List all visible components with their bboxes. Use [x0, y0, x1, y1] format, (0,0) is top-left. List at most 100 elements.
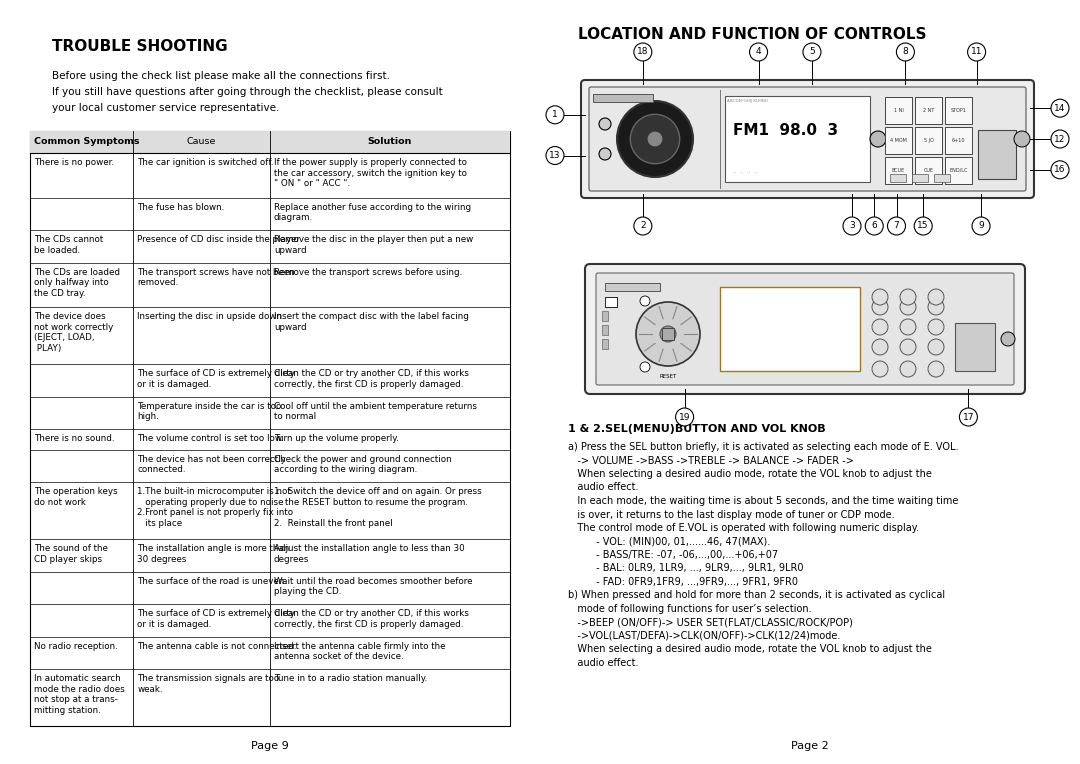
Text: 6+10: 6+10: [951, 138, 966, 143]
Text: Before using the check list please make all the connections first.: Before using the check list please make …: [52, 71, 390, 81]
Text: 1: 1: [552, 110, 558, 119]
Circle shape: [1051, 160, 1069, 179]
Circle shape: [872, 299, 888, 315]
Text: Clean the CD or try another CD, if this works: Clean the CD or try another CD, if this …: [274, 369, 469, 378]
Text: The car ignition is switched off.: The car ignition is switched off.: [137, 158, 273, 167]
Circle shape: [660, 326, 676, 342]
Text: 2: 2: [640, 222, 646, 231]
Bar: [602, 339, 608, 349]
Text: mitting station.: mitting station.: [33, 706, 100, 714]
Text: audio effect.: audio effect.: [568, 483, 638, 493]
Bar: [662, 328, 674, 340]
Circle shape: [872, 339, 888, 355]
Text: Cause: Cause: [187, 138, 216, 147]
Text: to normal: to normal: [274, 412, 316, 421]
Text: PLAY): PLAY): [33, 344, 62, 353]
Circle shape: [896, 43, 915, 61]
Text: - BAL: 0LR9, 1LR9, ..., 9LR9,..., 9LR1, 9LR0: - BAL: 0LR9, 1LR9, ..., 9LR9,..., 9LR1, …: [568, 564, 804, 574]
Bar: [720, 287, 860, 371]
Text: 8: 8: [903, 47, 908, 57]
Bar: [605, 297, 617, 307]
Bar: [915, 97, 942, 124]
Text: No radio reception.: No radio reception.: [33, 642, 118, 651]
Bar: [885, 127, 912, 154]
Text: The device has not been correctly: The device has not been correctly: [137, 455, 286, 464]
Circle shape: [968, 43, 986, 61]
Text: 7: 7: [893, 222, 900, 231]
Text: BCUE: BCUE: [892, 168, 905, 173]
Text: 17: 17: [962, 413, 974, 422]
Text: The sound of the: The sound of the: [33, 544, 108, 553]
Text: removed.: removed.: [137, 278, 178, 287]
Text: not stop at a trans-: not stop at a trans-: [33, 695, 118, 704]
Text: 11: 11: [971, 47, 983, 57]
Bar: [602, 311, 608, 321]
Bar: [885, 97, 912, 124]
Text: 5: 5: [809, 47, 814, 57]
Text: When selecting a desired audio mode, rotate the VOL knob to adjust the: When selecting a desired audio mode, rot…: [568, 469, 932, 479]
Text: In automatic search: In automatic search: [33, 674, 121, 683]
Text: correctly, the first CD is properly damaged.: correctly, the first CD is properly dama…: [274, 620, 463, 629]
FancyBboxPatch shape: [581, 80, 1034, 198]
Text: Cool off until the ambient temperature returns: Cool off until the ambient temperature r…: [274, 402, 477, 410]
Text: Page 9: Page 9: [252, 741, 288, 751]
Text: Remove the disc in the player then put a new: Remove the disc in the player then put a…: [274, 235, 473, 244]
Text: The surface of CD is extremely dirty: The surface of CD is extremely dirty: [137, 369, 295, 378]
Text: - BASS/TRE: -07, -06,...,00,...+06,+07: - BASS/TRE: -07, -06,...,00,...+06,+07: [568, 550, 778, 560]
Circle shape: [888, 217, 905, 235]
Text: 2.Front panel is not properly fix into: 2.Front panel is not properly fix into: [137, 508, 294, 517]
Text: 19: 19: [679, 413, 690, 422]
Text: LOCATION AND FUNCTION OF CONTROLS: LOCATION AND FUNCTION OF CONTROLS: [578, 27, 927, 42]
Text: is over, it returns to the last display mode of tuner or CDP mode.: is over, it returns to the last display …: [568, 510, 894, 520]
Text: TROUBLE SHOOTING: TROUBLE SHOOTING: [52, 39, 228, 54]
Circle shape: [914, 217, 932, 235]
Circle shape: [872, 289, 888, 305]
Circle shape: [843, 217, 861, 235]
Text: The control mode of E.VOL is operated with following numeric display.: The control mode of E.VOL is operated wi…: [568, 523, 919, 533]
Circle shape: [636, 302, 700, 366]
Text: or it is damaged.: or it is damaged.: [137, 620, 212, 629]
Circle shape: [546, 105, 564, 124]
Text: When selecting a desired audio mode, rotate the VOL knob to adjust the: When selecting a desired audio mode, rot…: [568, 645, 932, 655]
Text: 1.  Switch the device off and on again. Or press: 1. Switch the device off and on again. O…: [274, 487, 482, 497]
Text: Inserting the disc in upside down: Inserting the disc in upside down: [137, 312, 282, 322]
Text: Insert the compact disc with the label facing: Insert the compact disc with the label f…: [274, 312, 469, 322]
Text: playing the CD.: playing the CD.: [274, 588, 341, 596]
Text: The CDs cannot: The CDs cannot: [33, 235, 104, 244]
Text: 1 & 2.SEL(MENU)BUTTON AND VOL KNOB: 1 & 2.SEL(MENU)BUTTON AND VOL KNOB: [568, 424, 825, 434]
Circle shape: [631, 115, 679, 163]
Circle shape: [872, 319, 888, 335]
Text: CUE: CUE: [923, 168, 933, 173]
Text: Solution: Solution: [368, 138, 413, 147]
Text: Check the power and ground connection: Check the power and ground connection: [274, 455, 451, 464]
Circle shape: [1014, 131, 1030, 147]
Text: Remove the transport screws before using.: Remove the transport screws before using…: [274, 267, 462, 277]
Circle shape: [900, 361, 916, 377]
Text: CD player skips: CD player skips: [33, 555, 103, 564]
Text: upward: upward: [274, 322, 307, 332]
Text: 15: 15: [917, 222, 929, 231]
Bar: [945, 127, 972, 154]
Bar: [885, 157, 912, 184]
Text: " ON " or " ACC ".: " ON " or " ACC ".: [274, 179, 350, 188]
Text: The operation keys: The operation keys: [33, 487, 118, 497]
Circle shape: [900, 319, 916, 335]
Text: Wait until the road becomes smoother before: Wait until the road becomes smoother bef…: [274, 577, 473, 586]
Text: be loaded.: be loaded.: [33, 246, 80, 254]
Text: antenna socket of the device.: antenna socket of the device.: [274, 652, 404, 661]
Text: weak.: weak.: [137, 685, 163, 694]
Bar: [912, 174, 928, 182]
Bar: [725, 96, 870, 182]
Text: -> VOLUME ->BASS ->TREBLE -> BALANCE -> FADER ->: -> VOLUME ->BASS ->TREBLE -> BALANCE -> …: [568, 455, 854, 465]
Text: the CD tray.: the CD tray.: [33, 289, 85, 298]
Bar: [978, 130, 1016, 179]
Text: There is no sound.: There is no sound.: [33, 434, 114, 443]
Text: the RESET button to resume the program.: the RESET button to resume the program.: [274, 498, 468, 507]
Text: 5 JO: 5 JO: [923, 138, 933, 143]
Text: The surface of CD is extremely dirty: The surface of CD is extremely dirty: [137, 609, 295, 618]
Bar: [30, 131, 510, 153]
Text: its place: its place: [137, 519, 183, 528]
Bar: [30, 131, 510, 726]
Text: mode of following functions for user’s selection.: mode of following functions for user’s s…: [568, 604, 812, 614]
Circle shape: [928, 339, 944, 355]
